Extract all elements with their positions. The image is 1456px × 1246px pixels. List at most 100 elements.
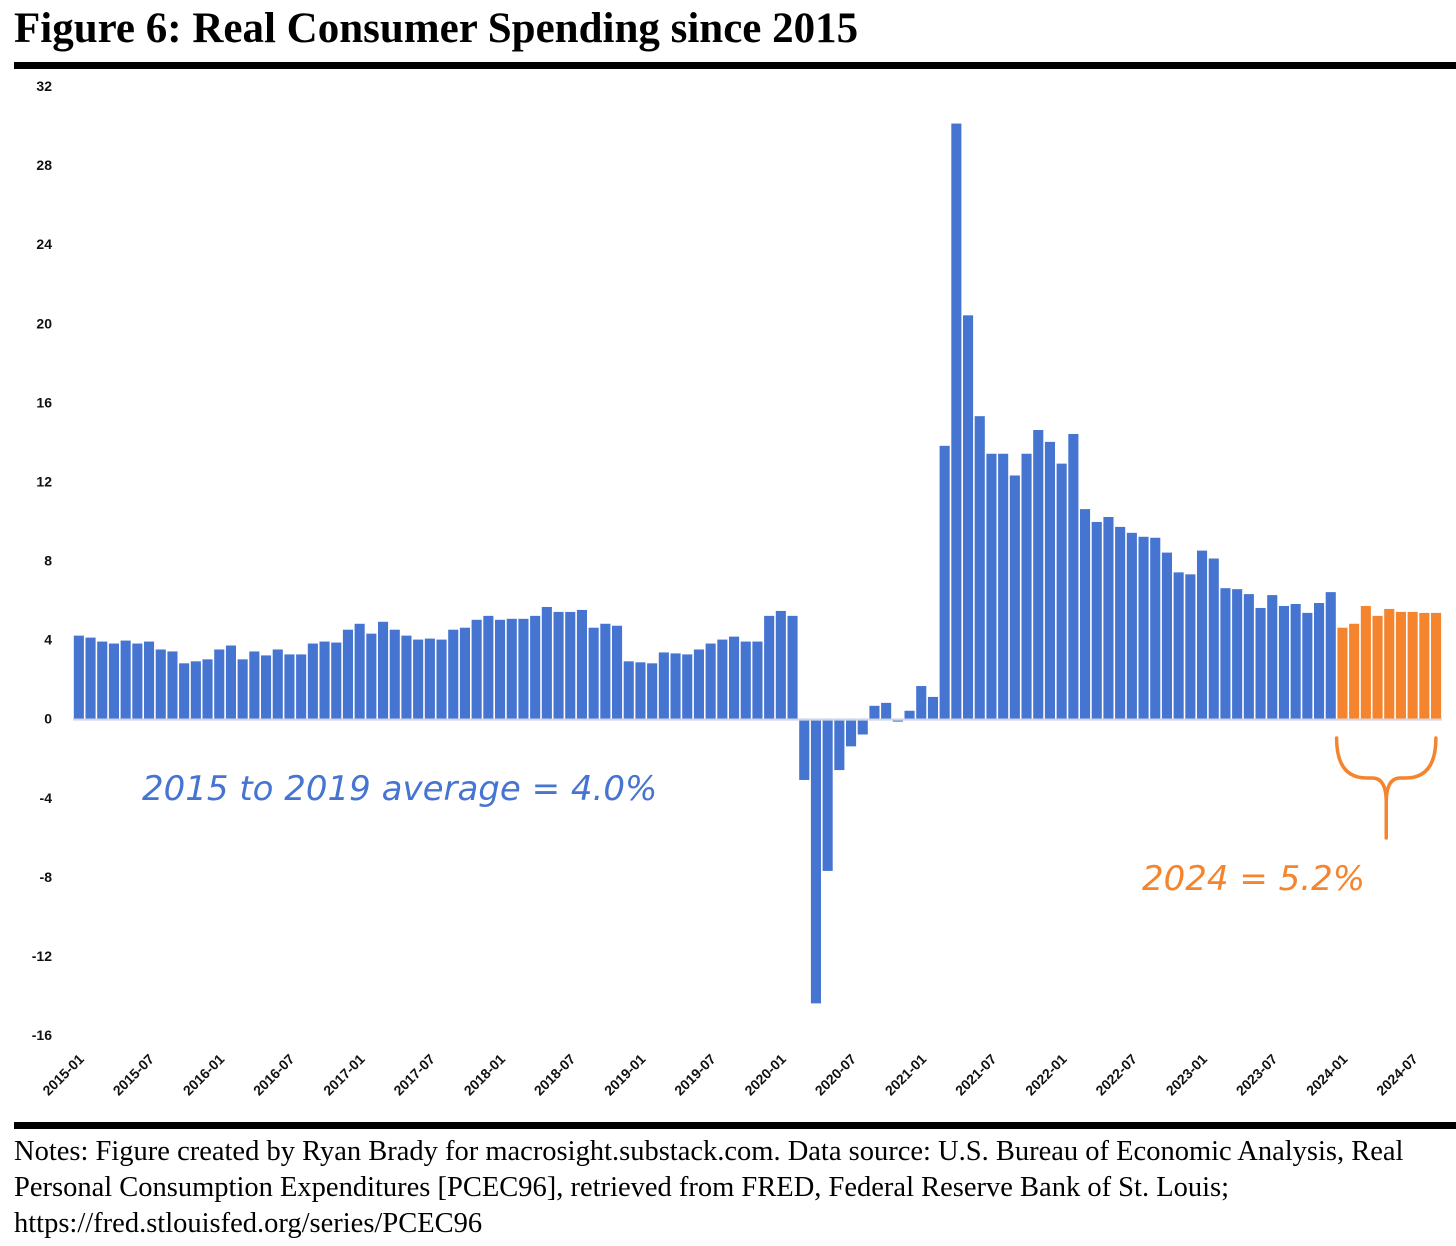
x-tick-label: 2021-01 <box>882 1051 930 1099</box>
bar <box>448 629 459 719</box>
bar <box>1197 550 1208 719</box>
x-tick-label: 2018-01 <box>461 1051 509 1099</box>
bar <box>73 635 84 719</box>
bar <box>834 718 845 771</box>
bar <box>565 611 576 719</box>
bar-2024 <box>1372 615 1383 719</box>
x-tick-label: 2020-01 <box>741 1051 789 1099</box>
bar <box>167 651 178 719</box>
bar <box>284 654 295 719</box>
bar <box>857 718 868 735</box>
bar <box>495 619 506 719</box>
bar <box>1208 558 1219 719</box>
bar <box>1033 430 1044 719</box>
x-tick-label: 2016-01 <box>180 1051 228 1099</box>
bar-2024 <box>1349 623 1360 719</box>
bar <box>342 629 353 719</box>
bar <box>1138 536 1149 719</box>
bar-2024 <box>1395 611 1406 719</box>
bar <box>1161 552 1172 719</box>
bar <box>612 625 623 719</box>
bar <box>1314 603 1325 719</box>
bar <box>717 639 728 719</box>
y-tick-label: -16 <box>32 1027 52 1043</box>
annotation-average: 2015 to 2019 average = 4.0% <box>142 769 657 809</box>
bar <box>1278 605 1289 719</box>
y-tick-label: -4 <box>40 790 53 806</box>
bar <box>986 453 997 719</box>
bar <box>881 702 892 719</box>
x-tick-label: 2015-01 <box>39 1051 87 1099</box>
bar-2024 <box>1384 608 1395 719</box>
x-tick-label: 2022-01 <box>1022 1051 1070 1099</box>
bars <box>73 123 1442 1004</box>
bar <box>401 635 412 719</box>
bar <box>623 661 634 719</box>
figure-notes: Notes: Figure created by Ryan Brady for … <box>14 1136 1404 1239</box>
bar <box>951 123 962 719</box>
bar <box>225 645 236 719</box>
x-tick-label: 2023-01 <box>1163 1051 1211 1099</box>
bar <box>682 654 693 719</box>
bar <box>635 662 646 719</box>
bar <box>436 639 447 719</box>
bar <box>647 663 658 719</box>
bar <box>1126 532 1137 719</box>
bar <box>132 643 143 719</box>
bar <box>1185 574 1196 719</box>
bar <box>1068 433 1079 719</box>
bar <box>459 627 470 719</box>
bar-chart: 32 28 24 20 16 12 8 4 0 -4 -8 -12 -16 2015-01 2015-07… <box>32 78 1442 1099</box>
bar <box>939 445 950 719</box>
bar <box>553 611 564 719</box>
bar <box>1103 517 1114 719</box>
y-tick-label: 4 <box>44 632 52 648</box>
bar <box>530 615 541 719</box>
x-tick-label: 2024-01 <box>1303 1051 1351 1099</box>
x-tick-label: 2019-07 <box>671 1051 719 1099</box>
bar <box>144 641 155 719</box>
x-tick-label: 2021-07 <box>952 1051 1000 1099</box>
bar <box>261 655 272 719</box>
bar <box>483 615 494 719</box>
bar-2024 <box>1431 612 1442 719</box>
x-tick-label: 2018-07 <box>531 1051 579 1099</box>
bar <box>1243 594 1254 719</box>
bar <box>600 623 611 719</box>
bar <box>729 636 740 719</box>
bar <box>518 618 529 719</box>
bar <box>506 618 517 719</box>
bar <box>413 639 424 719</box>
bar <box>378 621 389 719</box>
bar <box>916 686 927 719</box>
bar <box>927 696 938 719</box>
bar <box>974 416 985 719</box>
y-tick-label: 28 <box>36 157 52 173</box>
bar <box>693 649 704 719</box>
bar <box>1173 572 1184 719</box>
bar <box>120 640 131 719</box>
bar-2024 <box>1337 627 1348 719</box>
orange-brace <box>1334 736 1438 840</box>
x-tick-label: 2023-07 <box>1233 1051 1281 1099</box>
x-tick-label: 2016-07 <box>250 1051 298 1099</box>
bar <box>1056 463 1067 719</box>
bar <box>214 649 225 719</box>
bar <box>740 641 751 719</box>
bar <box>1220 588 1231 719</box>
bar <box>810 718 821 1004</box>
bar <box>354 623 365 719</box>
x-tick-label: 2017-01 <box>320 1051 368 1099</box>
y-tick-label: 24 <box>36 236 52 252</box>
bar-2024 <box>1407 611 1418 719</box>
top-rule <box>14 62 1456 69</box>
bar <box>775 610 786 719</box>
y-axis-ticks: 32 28 24 20 16 12 8 4 0 -4 -8 -12 -16 <box>32 78 52 1043</box>
bar <box>1044 441 1055 719</box>
bar <box>1009 475 1020 719</box>
bar <box>869 705 880 719</box>
bar <box>202 659 213 719</box>
x-tick-label: 2022-07 <box>1092 1051 1140 1099</box>
bar <box>846 718 857 747</box>
bar <box>1232 589 1243 719</box>
